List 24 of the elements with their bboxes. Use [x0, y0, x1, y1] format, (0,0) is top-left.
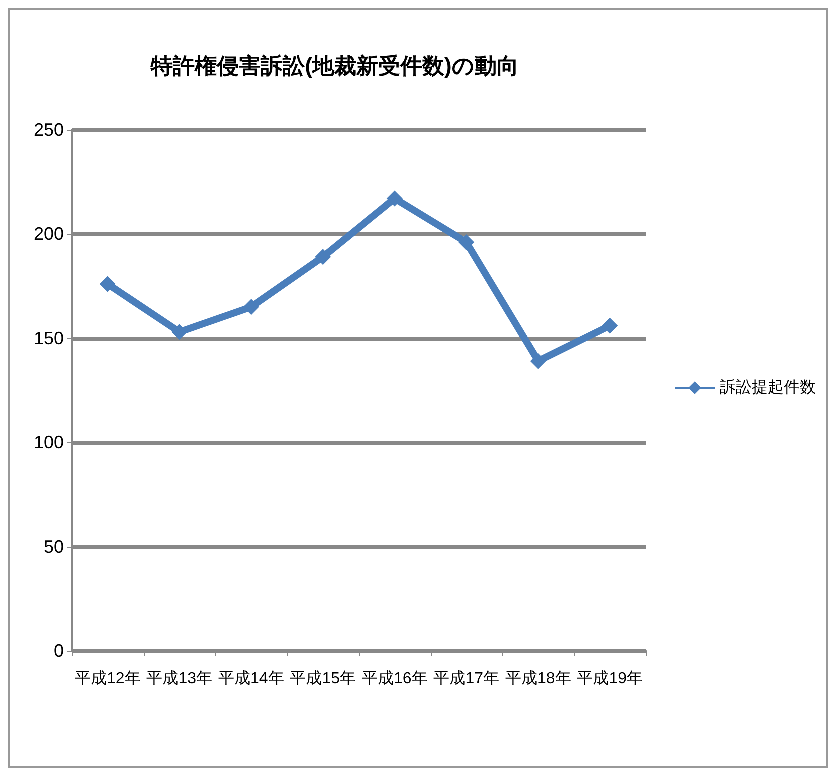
- x-tick-label: 平成18年: [505, 670, 572, 688]
- point: [100, 276, 116, 292]
- x-tick-label: 平成15年: [290, 670, 356, 688]
- y-tick-label: 200: [34, 224, 64, 244]
- point: [530, 353, 546, 370]
- y-tick-label: 0: [54, 641, 64, 661]
- x-tick-label: 平成19年: [577, 670, 644, 688]
- x-tick-label: 平成14年: [218, 670, 284, 688]
- y-tick-label: 250: [34, 120, 64, 140]
- y-tick-label: 50: [44, 536, 64, 557]
- point: [602, 318, 618, 334]
- point: [458, 234, 475, 251]
- point: [386, 190, 403, 207]
- point: [243, 299, 260, 316]
- x-tick-label: 平成16年: [362, 670, 428, 688]
- point: [172, 324, 188, 340]
- x-tick-label: 平成13年: [146, 670, 213, 688]
- point: [315, 249, 332, 266]
- legend-label: 訴訟提起件数: [720, 378, 816, 396]
- chart-title: 特許権侵害訴訟(地裁新受件数)の動向: [150, 54, 519, 78]
- x-tick-label: 平成12年: [74, 670, 141, 688]
- y-tick-label: 150: [34, 328, 64, 348]
- x-tick-label: 平成17年: [434, 670, 500, 688]
- y-tick-label: 100: [34, 432, 64, 453]
